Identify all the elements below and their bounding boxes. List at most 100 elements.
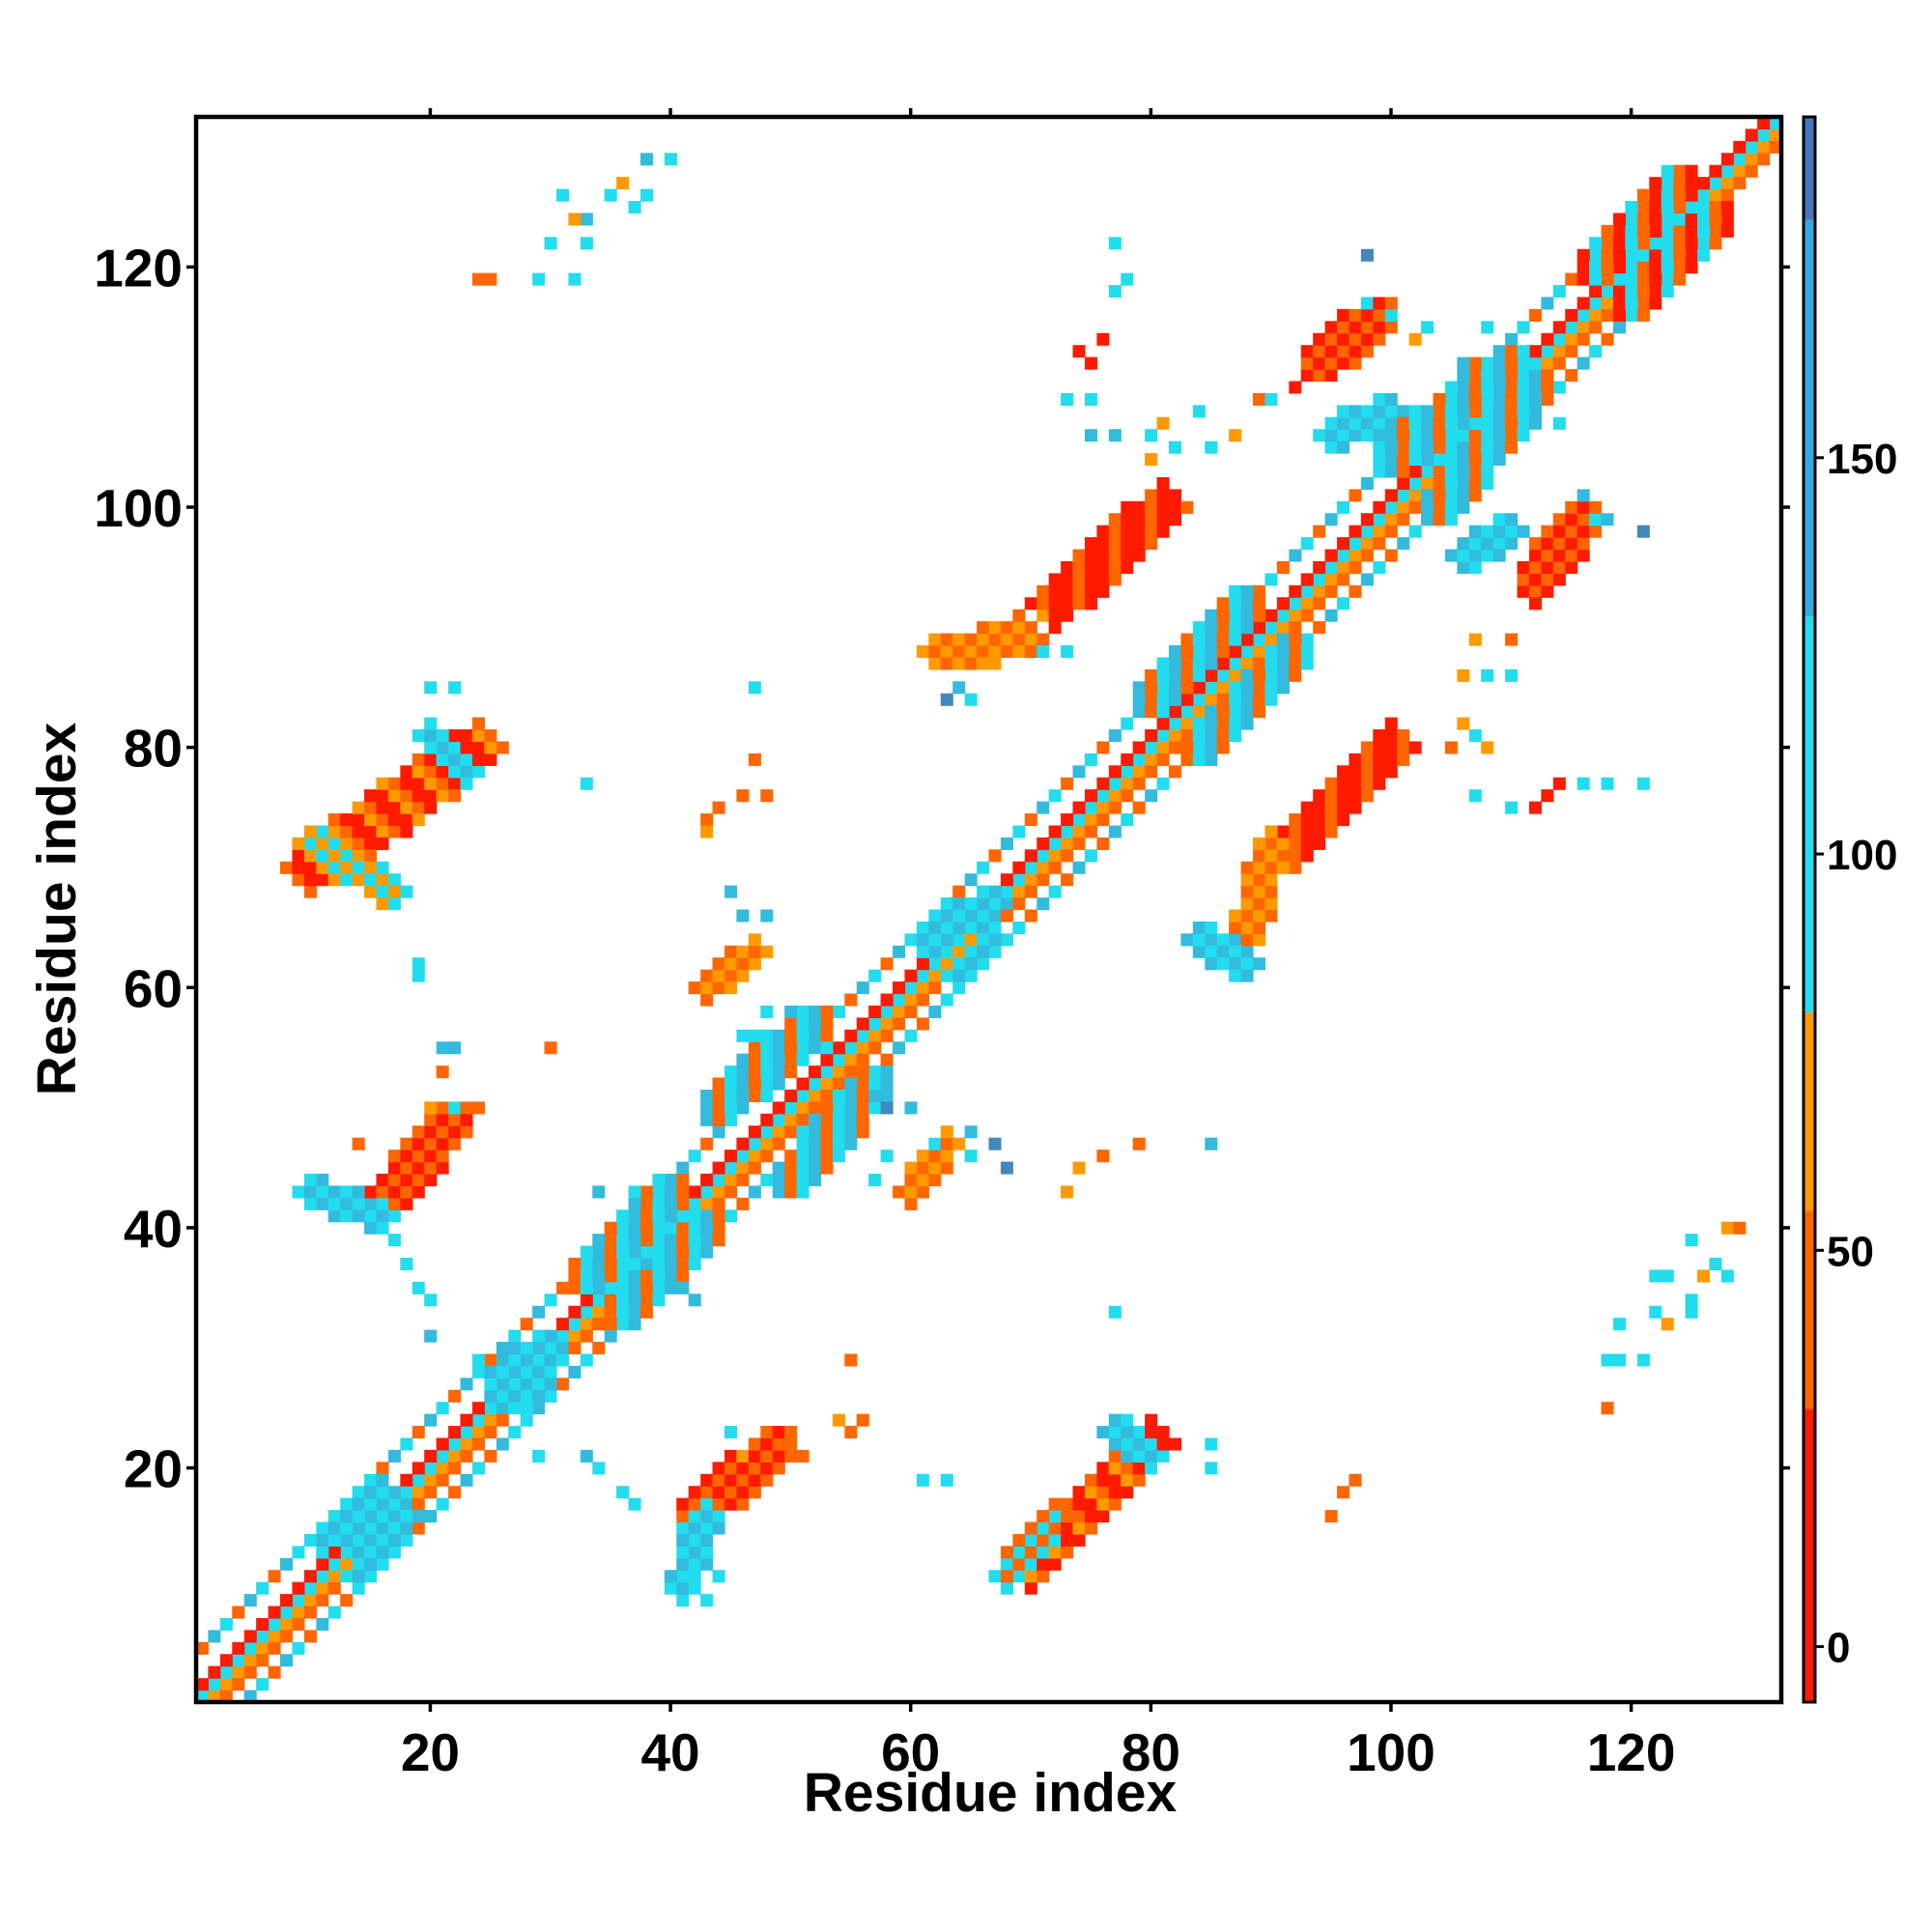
heatmap-cell bbox=[448, 753, 462, 766]
heatmap-cell bbox=[424, 789, 438, 803]
heatmap-cell bbox=[352, 1137, 365, 1151]
heatmap-cell bbox=[1468, 429, 1482, 442]
heatmap-cell bbox=[232, 1654, 245, 1667]
heatmap-cell bbox=[904, 981, 918, 995]
heatmap-cell bbox=[1240, 861, 1254, 874]
heatmap-cell bbox=[1337, 813, 1350, 827]
heatmap-cell bbox=[616, 1293, 630, 1307]
heatmap-cell bbox=[880, 1017, 894, 1031]
heatmap-cell bbox=[604, 1269, 617, 1283]
heatmap-cell bbox=[977, 645, 990, 659]
heatmap-cell bbox=[1649, 237, 1662, 250]
heatmap-cell bbox=[412, 1473, 425, 1487]
heatmap-cell bbox=[280, 1594, 294, 1607]
heatmap-cell bbox=[1492, 416, 1506, 430]
heatmap-cell bbox=[436, 777, 449, 790]
heatmap-cell bbox=[1000, 1557, 1013, 1571]
heatmap-cell bbox=[1349, 549, 1362, 562]
heatmap-cell bbox=[1601, 513, 1614, 526]
heatmap-cell bbox=[1649, 213, 1662, 226]
colorbar-band bbox=[1804, 1012, 1815, 1211]
heatmap-cell bbox=[724, 969, 738, 982]
heatmap-cell bbox=[292, 1581, 305, 1595]
heatmap-cell bbox=[1145, 753, 1158, 766]
heatmap-cell bbox=[1313, 332, 1326, 346]
heatmap-cell bbox=[1037, 584, 1050, 598]
heatmap-cell bbox=[1096, 837, 1110, 850]
heatmap-cell bbox=[1276, 861, 1290, 874]
heatmap-cell bbox=[1264, 657, 1278, 670]
heatmap-cell bbox=[1024, 1533, 1037, 1547]
heatmap-cell bbox=[580, 1269, 593, 1283]
heatmap-cell bbox=[376, 1197, 389, 1210]
heatmap-cell bbox=[1000, 897, 1013, 911]
heatmap-cell bbox=[616, 177, 630, 190]
heatmap-cell bbox=[424, 741, 438, 754]
heatmap-cell bbox=[1300, 801, 1314, 814]
heatmap-cell bbox=[977, 921, 990, 934]
heatmap-cell bbox=[832, 1413, 845, 1427]
heatmap-cell bbox=[471, 1365, 485, 1378]
heatmap-cell bbox=[316, 1581, 329, 1595]
plot-frame bbox=[193, 114, 1784, 1705]
heatmap-cell bbox=[1276, 609, 1290, 622]
heatmap-cell bbox=[1481, 549, 1494, 562]
heatmap-cell bbox=[1289, 609, 1302, 622]
heatmap-cell bbox=[1168, 668, 1182, 682]
heatmap-cell bbox=[724, 1161, 738, 1175]
heatmap-cell bbox=[1337, 549, 1350, 562]
heatmap-cell bbox=[387, 1449, 401, 1463]
heatmap-cell bbox=[1145, 537, 1158, 551]
heatmap-cell bbox=[1552, 573, 1566, 586]
heatmap-cell bbox=[604, 1281, 617, 1294]
heatmap-cell bbox=[1384, 429, 1398, 442]
heatmap-cell bbox=[1709, 237, 1722, 250]
heatmap-cell bbox=[700, 825, 714, 838]
heatmap-cell bbox=[796, 1017, 810, 1031]
heatmap-cell bbox=[1649, 201, 1662, 214]
heatmap-cell bbox=[243, 1630, 257, 1643]
heatmap-cell bbox=[1397, 405, 1410, 418]
heatmap-cell bbox=[760, 1089, 774, 1103]
heatmap-cell bbox=[1229, 945, 1242, 958]
heatmap-cell bbox=[448, 1449, 462, 1463]
heatmap-cell bbox=[1468, 560, 1482, 575]
heatmap-cell bbox=[964, 945, 978, 958]
heatmap-cell bbox=[592, 1462, 606, 1475]
heatmap-cell bbox=[652, 1258, 666, 1271]
heatmap-cell bbox=[700, 1521, 714, 1535]
heatmap-cell bbox=[988, 921, 1002, 934]
x-tick-label: 100 bbox=[1347, 1722, 1435, 1782]
heatmap-cell bbox=[1468, 405, 1482, 418]
heatmap-cell bbox=[340, 1557, 354, 1571]
heatmap-cell bbox=[592, 1281, 606, 1294]
heatmap-cell bbox=[1324, 513, 1338, 526]
heatmap-cell bbox=[940, 645, 953, 659]
heatmap-cell bbox=[676, 1594, 690, 1607]
heatmap-cell bbox=[376, 861, 389, 874]
x-tick-label: 40 bbox=[640, 1722, 699, 1782]
heatmap-cell bbox=[1384, 729, 1398, 743]
heatmap-cell bbox=[568, 1342, 582, 1355]
heatmap-cell bbox=[1168, 500, 1182, 514]
heatmap-cell bbox=[916, 1473, 929, 1487]
heatmap-cell bbox=[1145, 789, 1158, 803]
heatmap-cell bbox=[832, 1150, 845, 1163]
heatmap-cell bbox=[1096, 537, 1110, 551]
heatmap-cell bbox=[1300, 584, 1314, 598]
heatmap-cell bbox=[964, 693, 978, 706]
heatmap-cell bbox=[1205, 705, 1218, 719]
heatmap-cell bbox=[1492, 549, 1506, 562]
heatmap-cell bbox=[664, 1581, 677, 1595]
heatmap-cell bbox=[1300, 837, 1314, 850]
heatmap-cell bbox=[424, 1413, 438, 1427]
heatmap-cell bbox=[1240, 957, 1254, 971]
heatmap-cell bbox=[1180, 705, 1194, 719]
heatmap-cell bbox=[352, 1521, 365, 1535]
heatmap-cell bbox=[1528, 392, 1542, 406]
heatmap-cell bbox=[1481, 405, 1494, 418]
heatmap-cell bbox=[748, 1473, 761, 1487]
heatmap-cell bbox=[1384, 405, 1398, 418]
heatmap-cell bbox=[1289, 621, 1302, 635]
